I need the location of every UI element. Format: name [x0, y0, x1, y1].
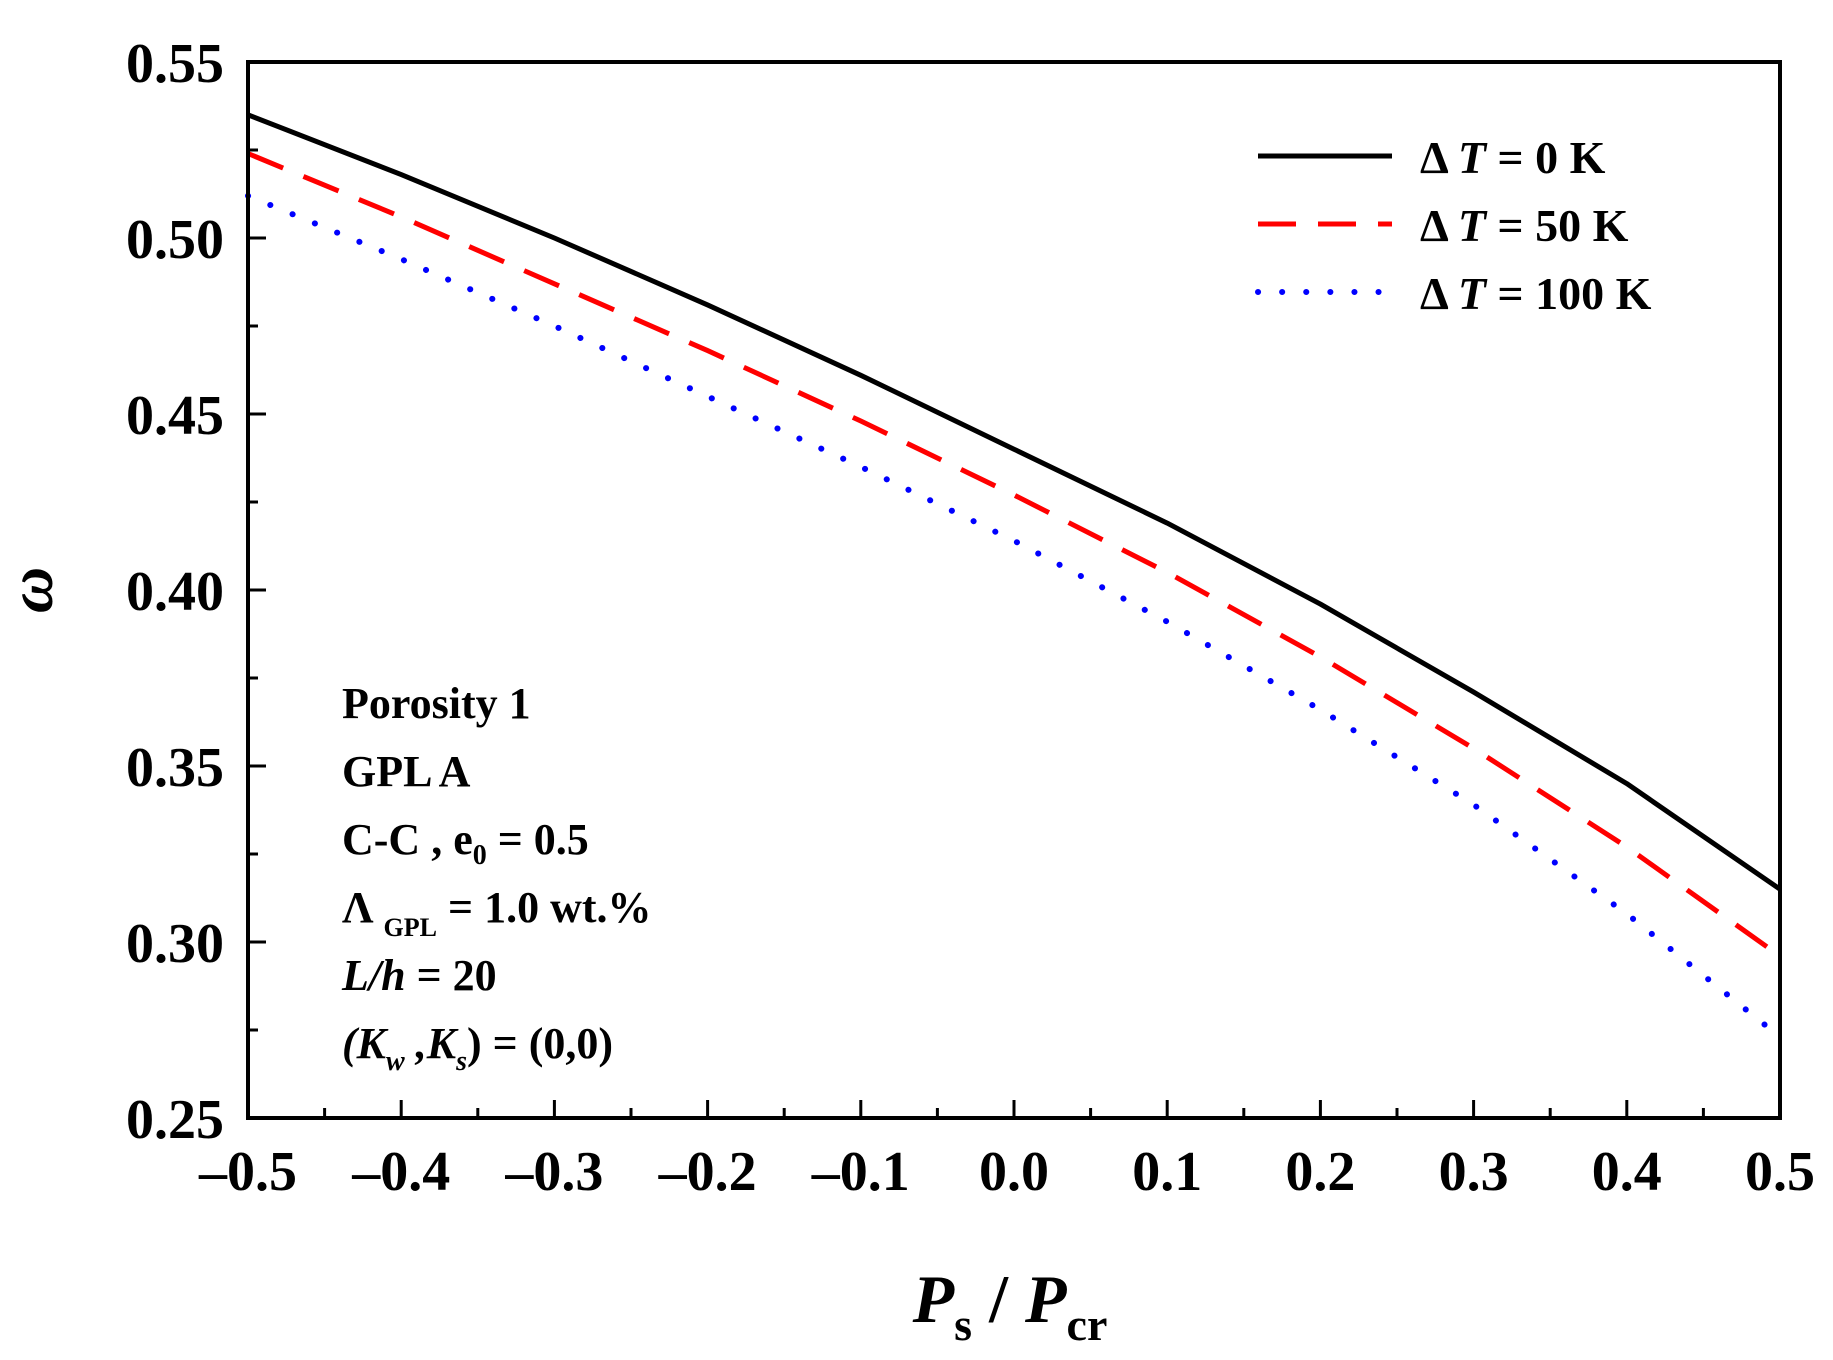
- x-axis-title-slash: /: [972, 1261, 1025, 1337]
- annotation-gpl: GPL A: [342, 747, 471, 796]
- x-tick-label: –0.5: [198, 1141, 297, 1203]
- x-tick-label: –0.2: [658, 1141, 757, 1203]
- annotation-porosity: Porosity 1: [342, 679, 531, 728]
- series-line-1: [247, 151, 1782, 959]
- tick-layer: –0.5 –0.4 –0.3 –0.2 –0.1 0.0 0.1 0.2 0.3 0.4 0.5 0.…: [126, 33, 1815, 1203]
- y-tick-label: 0.35: [126, 737, 224, 799]
- y-tick-label: 0.45: [126, 385, 224, 447]
- y-tick-label: 0.40: [126, 561, 224, 623]
- y-tick-label: 0.50: [126, 209, 224, 271]
- annotation-block: Porosity 1 GPL A C-C , e0 = 0.5 Λ GPL = 1…: [341, 679, 652, 1077]
- legend: Δ T = 0 K Δ T = 50 K Δ T = 100 K: [1255, 132, 1652, 319]
- x-tick-label: –0.3: [504, 1141, 603, 1203]
- x-axis-title: Ps / Pcr: [912, 1261, 1108, 1350]
- x-axis-title-sub-cr: cr: [1067, 1299, 1108, 1350]
- legend-label-100k: Δ T = 100 K: [1420, 268, 1652, 319]
- series-layer: [245, 112, 1783, 1040]
- x-tick-label: –0.4: [351, 1141, 450, 1203]
- x-axis-title-p2: P: [1024, 1261, 1067, 1337]
- y-axis-title: ω: [0, 567, 66, 613]
- x-tick-label: 0.5: [1745, 1141, 1815, 1203]
- x-tick-label: 0.2: [1285, 1141, 1355, 1203]
- legend-label-0k: Δ T = 0 K: [1420, 132, 1606, 183]
- x-axis-title-sub-s: s: [954, 1299, 972, 1350]
- legend-label-50k: Δ T = 50 K: [1420, 200, 1629, 251]
- x-tick-label: 0.1: [1132, 1141, 1202, 1203]
- y-tick-label: 0.55: [126, 33, 224, 95]
- annotation-lambda: Λ GPL = 1.0 wt.%: [342, 883, 652, 942]
- x-tick-label: 0.4: [1592, 1141, 1662, 1203]
- x-tick-label: 0.3: [1439, 1141, 1509, 1203]
- annotation-k: (Kw ,Ks) = (0,0): [342, 1019, 613, 1077]
- x-axis-title-p: P: [912, 1261, 955, 1337]
- series-line-0: [247, 112, 1782, 892]
- annotation-cc: C-C , e0 = 0.5: [342, 815, 589, 871]
- x-tick-label: 0.0: [979, 1141, 1049, 1203]
- y-tick-label: 0.25: [126, 1089, 224, 1151]
- annotation-lh: L/h = 20: [341, 951, 497, 1000]
- y-tick-label: 0.30: [126, 913, 224, 975]
- x-tick-label: –0.1: [811, 1141, 910, 1203]
